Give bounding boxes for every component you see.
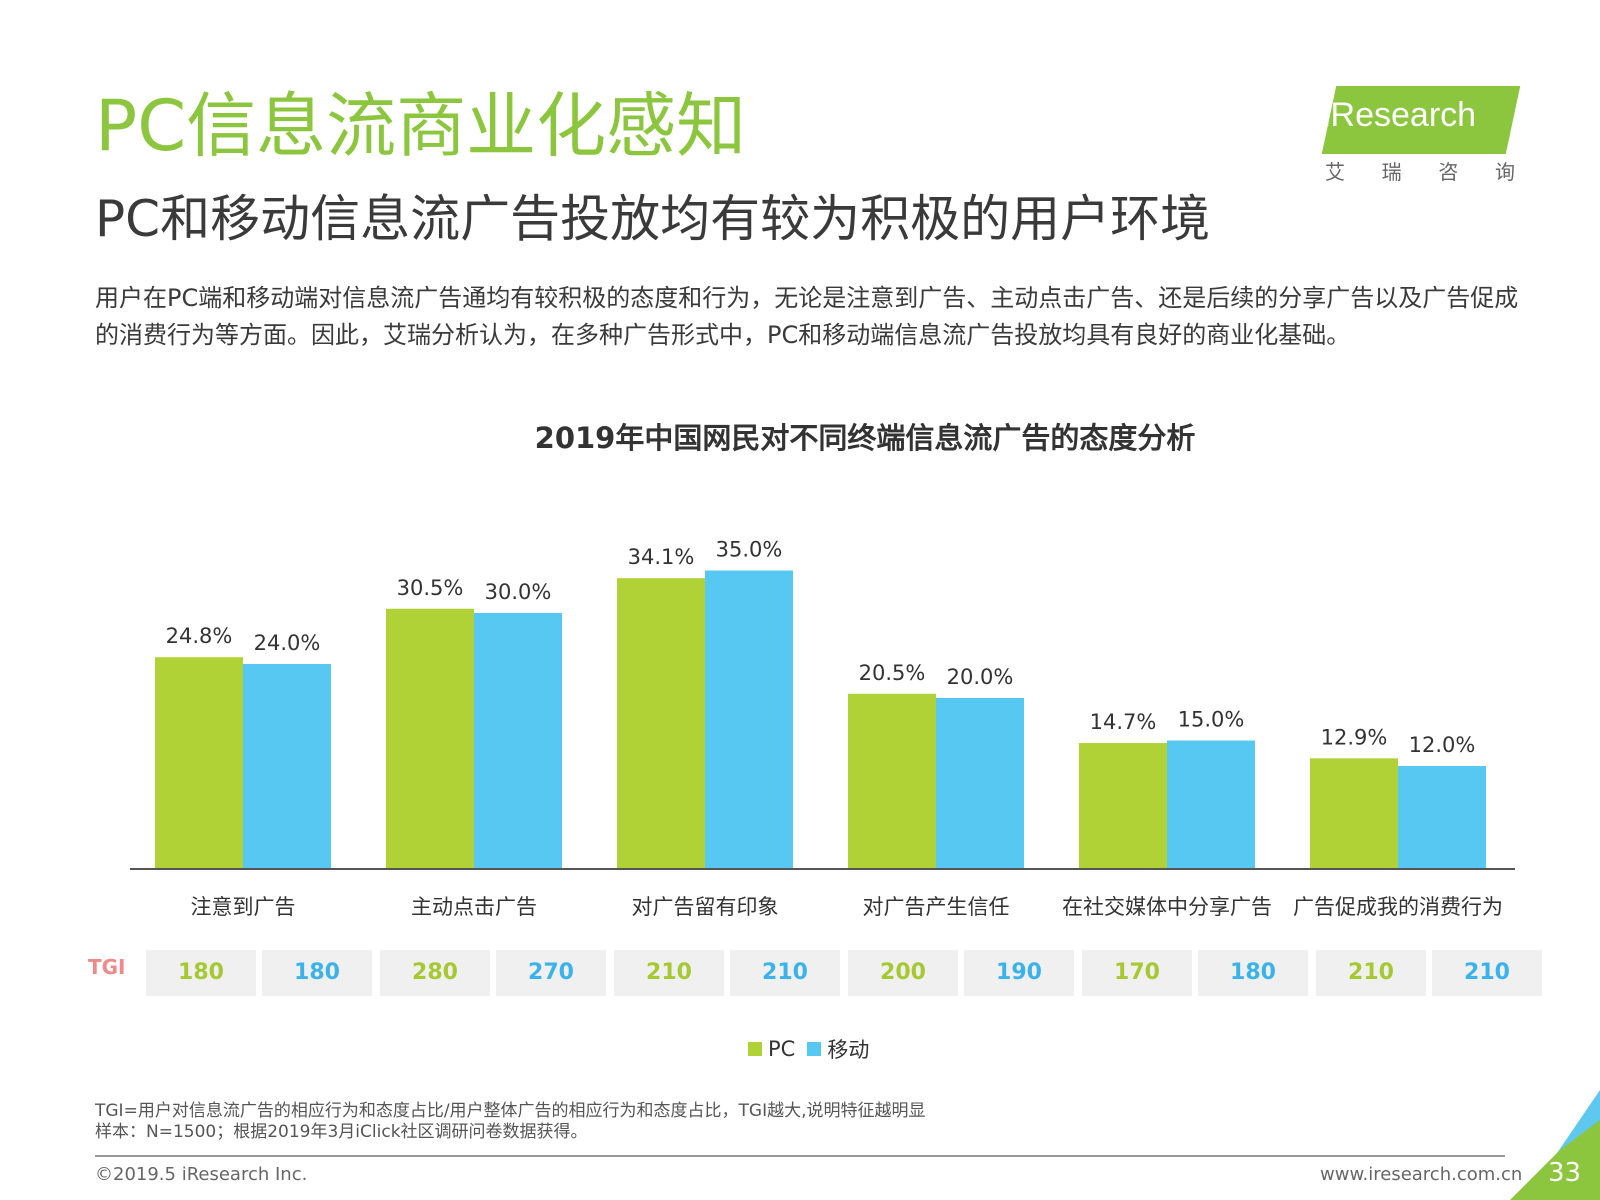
legend-label-mobile: 移动 [827, 1038, 870, 1062]
legend-swatch-pc [748, 1042, 762, 1056]
logo-char: 询 [1494, 160, 1515, 184]
data-label: 24.8% [166, 624, 233, 648]
category-label: 主动点击广告 [411, 895, 537, 919]
data-label: 14.7% [1090, 710, 1157, 734]
bar-pc [1310, 758, 1398, 868]
tgi-label: TGI [88, 955, 126, 979]
data-label: 30.0% [485, 580, 552, 604]
logo-char: 瑞 [1381, 160, 1402, 184]
bar-pc [1079, 743, 1167, 868]
bar-pc [386, 608, 474, 868]
tgi-value-mobile: 210 [1432, 950, 1542, 996]
bar-mobile [1167, 740, 1255, 868]
category-label: 在社交媒体中分享广告 [1062, 895, 1272, 919]
data-label: 34.1% [628, 545, 695, 569]
bar-mobile [705, 570, 793, 868]
bar-mobile [1398, 766, 1486, 868]
data-label: 30.5% [397, 576, 464, 600]
bar-pc [848, 693, 936, 868]
bar-pc [617, 578, 705, 868]
chart-legend: PC 移动 [748, 1034, 881, 1064]
tgi-value-mobile: 180 [1198, 950, 1308, 996]
category-label: 注意到广告 [191, 895, 296, 919]
tgi-value-pc: 210 [1316, 950, 1426, 996]
bar-chart: 24.8% 24.0% 注意到广告 30.5% 30.0% 主动点击广告 34.1% 35.0… [130, 538, 1515, 919]
chart-title: 2019年中国网民对不同终端信息流广告的态度分析 [534, 421, 1196, 455]
logo-char: 艾 [1325, 160, 1345, 184]
description: 用户在PC端和移动端对信息流广告通均有较积极的态度和行为，无论是注意到广告、主动… [95, 284, 1519, 349]
data-label: 12.0% [1409, 733, 1476, 757]
legend-swatch-mobile [807, 1042, 822, 1056]
bar-mobile [474, 613, 562, 868]
category-label: 广告促成我的消费行为 [1293, 895, 1503, 919]
category-label: 对广告产生信任 [863, 895, 1010, 919]
page-number: 33 [1548, 1158, 1582, 1188]
tgi-value-pc: 200 [848, 950, 958, 996]
category-label: 对广告留有印象 [632, 895, 779, 919]
tgi-value-mobile: 180 [262, 950, 372, 996]
tgi-value-pc: 170 [1082, 950, 1192, 996]
bar-mobile [243, 664, 331, 868]
footnote-tgi: TGI=用户对信息流广告的相应行为和态度占比/用户整体广告的相应行为和态度占比，… [95, 1101, 926, 1121]
legend-item-pc: PC [748, 1037, 795, 1061]
page-title: PC信息流商业化感知 [95, 85, 747, 167]
footnote-sample: 样本：N=1500；根据2019年3月iClick社区调研问卷数据获得。 [95, 1122, 588, 1142]
legend-item-mobile: 移动 [807, 1034, 869, 1064]
bar-pc [155, 657, 243, 868]
website-url: www.iresearch.com.cn [1320, 1164, 1523, 1185]
data-label: 20.0% [947, 665, 1014, 689]
tgi-value-pc: 280 [380, 950, 490, 996]
data-label: 24.0% [254, 631, 321, 655]
logo-text: iResearch [1323, 96, 1477, 134]
bar-mobile [936, 698, 1024, 868]
data-label: 15.0% [1178, 708, 1245, 732]
data-label: 35.0% [716, 538, 783, 562]
tgi-value-mobile: 270 [496, 950, 606, 996]
tgi-value-mobile: 210 [730, 950, 840, 996]
logo-char: 咨 [1438, 160, 1459, 184]
iresearch-logo: iResearch 艾 瑞 咨 询 [1315, 86, 1521, 186]
tgi-value-mobile: 190 [964, 950, 1074, 996]
data-label: 20.5% [859, 661, 926, 685]
page-subtitle: PC和移动信息流广告投放均有较为积极的用户环境 [95, 190, 1211, 248]
data-label: 12.9% [1321, 725, 1388, 749]
footer-divider [95, 1155, 1505, 1157]
logo-subtitle: 艾 瑞 咨 询 [1325, 156, 1515, 185]
tgi-value-pc: 210 [614, 950, 724, 996]
copyright: ©2019.5 iResearch Inc. [95, 1164, 308, 1185]
legend-label-pc: PC [768, 1037, 796, 1061]
tgi-value-pc: 180 [146, 950, 256, 996]
footnotes: TGI=用户对信息流广告的相应行为和态度占比/用户整体广告的相应行为和态度占比，… [95, 1101, 926, 1143]
